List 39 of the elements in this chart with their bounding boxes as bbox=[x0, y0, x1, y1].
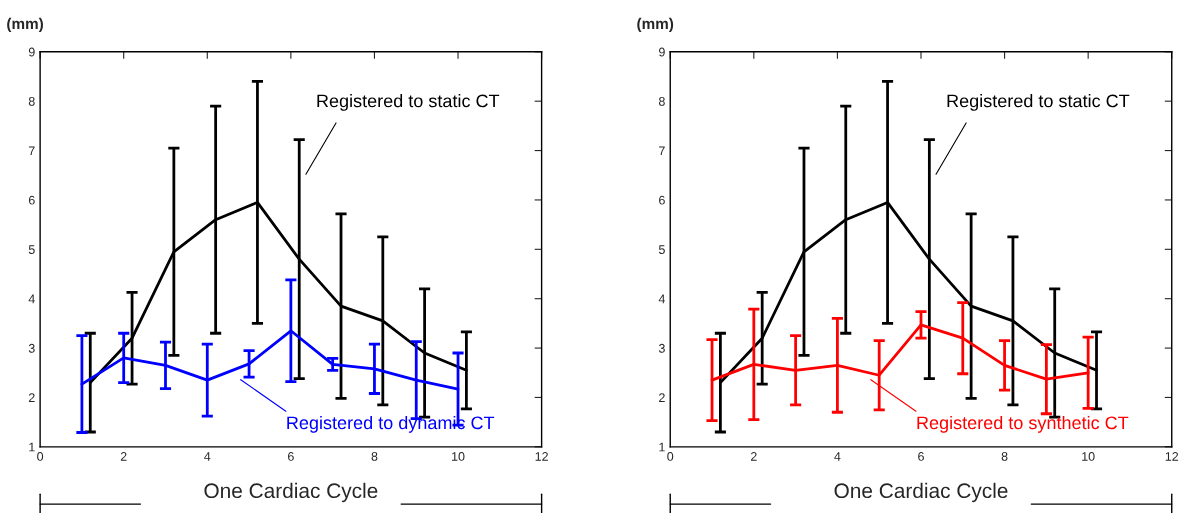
y-axis-title: (mm) bbox=[7, 17, 43, 33]
y-axis-title: (mm) bbox=[637, 17, 674, 33]
y-tick-label: 9 bbox=[28, 47, 35, 57]
y-tick-label: 1 bbox=[659, 442, 665, 452]
y-tick-label: 2 bbox=[28, 393, 35, 402]
x-tick-label: 6 bbox=[288, 452, 294, 461]
x-tick-label: 0 bbox=[667, 452, 674, 461]
y-tick-label: 3 bbox=[28, 343, 35, 353]
x-tick-label: 6 bbox=[918, 452, 924, 461]
x-axis-title: One Cardiac Cycle bbox=[834, 482, 1008, 503]
y-tick-label: 1 bbox=[29, 442, 35, 452]
x-tick-label: 10 bbox=[1082, 452, 1095, 461]
y-tick-label: 2 bbox=[659, 393, 665, 402]
x-tick-label: 2 bbox=[120, 452, 127, 461]
x-tick-label: 2 bbox=[750, 452, 757, 461]
x-tick-label: 8 bbox=[1001, 452, 1008, 461]
y-tick-label: 6 bbox=[659, 195, 665, 205]
x-tick-label: 8 bbox=[371, 452, 378, 461]
y-tick-label: 5 bbox=[28, 245, 35, 254]
text: Registered to static CT bbox=[317, 94, 500, 111]
x-tick-label: 4 bbox=[204, 452, 211, 461]
y-tick-label: 6 bbox=[28, 195, 35, 205]
x-tick-label: 10 bbox=[452, 452, 465, 461]
y-tick-label: 5 bbox=[658, 245, 665, 254]
y-tick-label: 9 bbox=[659, 47, 665, 57]
y-tick-label: 7 bbox=[28, 146, 35, 156]
x-tick-label: 12 bbox=[535, 452, 548, 461]
y-tick-label: 4 bbox=[658, 294, 666, 304]
x-tick-label: 0 bbox=[37, 452, 44, 461]
text: Registered to static CT bbox=[947, 94, 1130, 111]
y-tick-label: 8 bbox=[28, 96, 35, 106]
y-tick-label: 8 bbox=[658, 96, 665, 106]
x-tick-label: 12 bbox=[1165, 452, 1179, 461]
x-axis-title: One Cardiac Cycle bbox=[204, 482, 378, 503]
text: Registered to synthetic CT bbox=[917, 415, 1129, 433]
x-tick-label: 4 bbox=[834, 452, 841, 461]
y-tick-label: 7 bbox=[659, 146, 665, 156]
y-tick-label: 3 bbox=[658, 343, 665, 353]
y-tick-label: 4 bbox=[28, 294, 35, 304]
